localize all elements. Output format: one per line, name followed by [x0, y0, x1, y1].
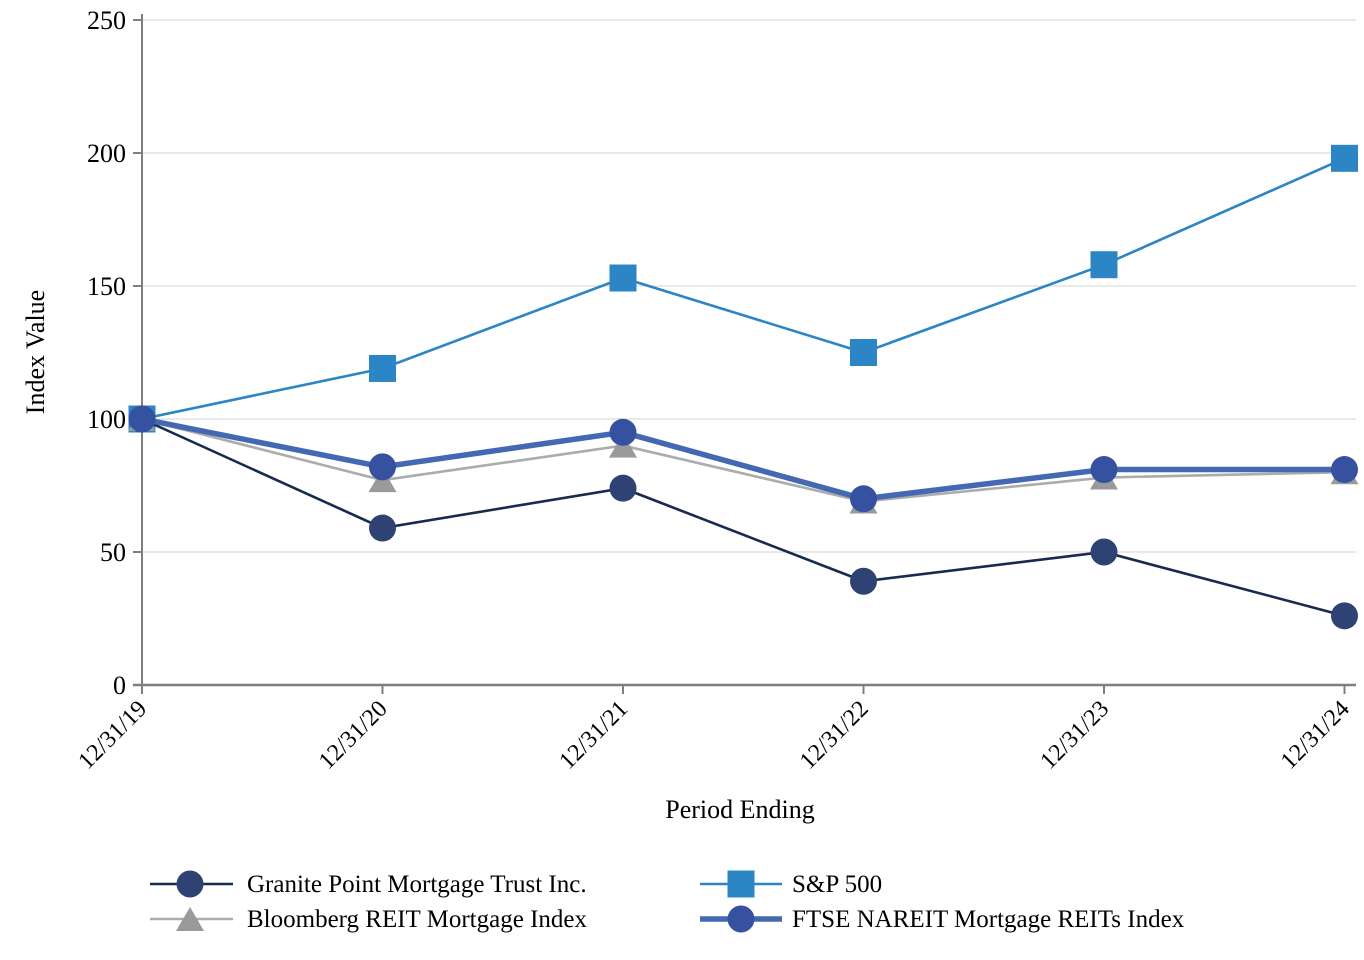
- ftse-nareit-mortgage-reits-index-point: [1090, 456, 1118, 484]
- ftse-nareit-mortgage-reits-index-point: [128, 405, 156, 433]
- x-tick-label: 12/31/24: [1276, 696, 1355, 775]
- legend-marker-ftse-nareit-mortgage-reits-index: [727, 905, 755, 933]
- x-tick-label: 12/31/19: [74, 696, 153, 775]
- y-tick-label: 250: [87, 6, 126, 35]
- x-tick-label: 12/31/21: [555, 696, 634, 775]
- legend-marker-bloomberg-reit-mortgage-index: [176, 907, 204, 931]
- legend-item-granite-point-mortgage-trust-inc: [150, 870, 233, 898]
- s-p-500-point: [609, 264, 637, 292]
- legend-marker-granite-point-mortgage-trust-inc: [176, 870, 204, 898]
- y-tick-label: 0: [113, 671, 126, 700]
- x-tick-label: 12/31/22: [795, 696, 874, 775]
- series-ftse-nareit-mortgage-reits-index: [128, 405, 1358, 513]
- s-p-500-point: [850, 339, 877, 366]
- y-axis-title: Index Value: [21, 290, 50, 414]
- tick-label-layer: 0 50 100 150 200 250 12/31/19 12/31/20 12/31/21 1…: [74, 6, 1355, 775]
- ftse-nareit-mortgage-reits-index-point: [369, 453, 396, 481]
- x-tick-label: 12/31/23: [1036, 696, 1115, 775]
- legend-label-bloomberg-reit-mortgage-index: Bloomberg REIT Mortgage Index: [247, 906, 587, 933]
- legend-label-sp-500: S&P 500: [792, 871, 882, 898]
- y-tick-label: 50: [100, 538, 126, 567]
- s-p-500-point: [1090, 251, 1118, 279]
- series-line: [141, 417, 1345, 503]
- legend-label-ftse-nareit-mortgage-reits-index: FTSE NAREIT Mortgage REITs Index: [792, 906, 1185, 933]
- grid-layer: [142, 19, 1356, 553]
- y-tick-label: 150: [87, 272, 126, 301]
- granite-point-mortgage-trust-inc-point: [850, 567, 877, 595]
- granite-point-mortgage-trust-inc-point: [609, 474, 637, 502]
- legend-label-granite-point-mortgage-trust-inc: Granite Point Mortgage Trust Inc.: [247, 871, 587, 898]
- ftse-nareit-mortgage-reits-index-point: [1331, 456, 1358, 484]
- series-layer: [128, 144, 1359, 630]
- legend: Granite Point Mortgage Trust Inc. Bloomb…: [150, 870, 1185, 933]
- granite-point-mortgage-trust-inc-point: [1090, 538, 1118, 566]
- series-line: [141, 157, 1346, 421]
- x-axis-title: Period Ending: [665, 795, 815, 824]
- legend-samples: [150, 870, 782, 933]
- legend-item-ftse-nareit-mortgage-reits-index: [700, 905, 782, 933]
- legend-item-s-p-500: [700, 870, 782, 898]
- series-s-p-500: [128, 144, 1358, 433]
- legend-marker-s-p-500: [727, 870, 755, 898]
- s-p-500-point: [369, 354, 396, 382]
- series-line: [141, 416, 1345, 502]
- series-granite-point-mortgage-trust-inc: [128, 405, 1358, 630]
- granite-point-mortgage-trust-inc-point: [369, 514, 396, 542]
- series-line: [141, 417, 1345, 618]
- s-p-500-point: [1331, 144, 1358, 172]
- axis-layer: [133, 14, 1356, 694]
- ftse-nareit-mortgage-reits-index-point: [850, 485, 877, 513]
- y-tick-label: 200: [87, 139, 126, 168]
- y-tick-label: 100: [87, 405, 126, 434]
- x-tick-label: 12/31/20: [314, 696, 393, 775]
- granite-point-mortgage-trust-inc-point: [1331, 602, 1358, 630]
- legend-item-bloomberg-reit-mortgage-index: [150, 907, 233, 931]
- ftse-nareit-mortgage-reits-index-point: [609, 418, 637, 446]
